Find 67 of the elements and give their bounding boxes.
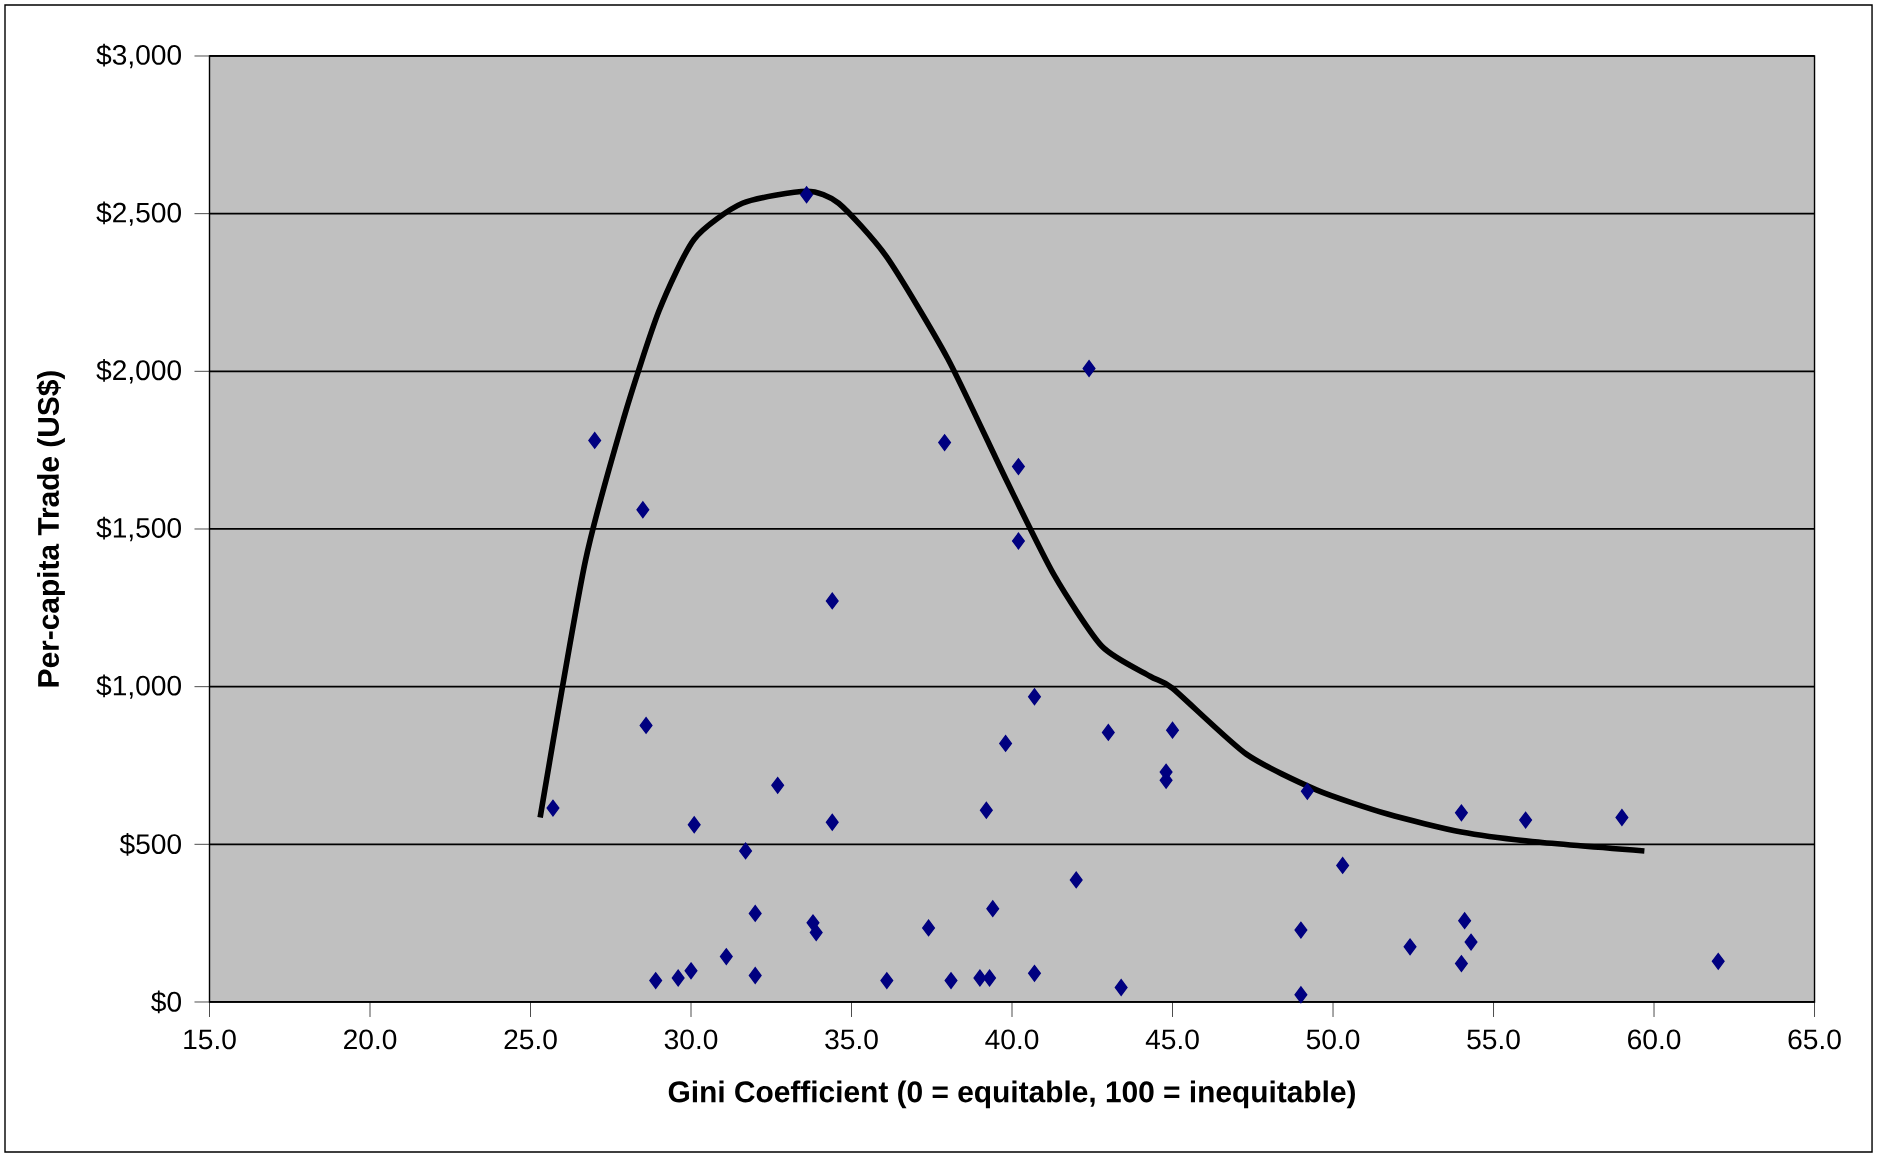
point — [719, 948, 733, 966]
y-axis-title: Per-capita Trade (US$) — [36, 371, 65, 687]
point — [880, 972, 894, 989]
y-tick-label: $1,500 — [96, 516, 181, 542]
point — [922, 919, 936, 937]
point — [671, 969, 685, 987]
x-tick-label: 35.0 — [825, 1029, 878, 1050]
y-tick-label: $0 — [151, 990, 181, 1014]
point — [1458, 912, 1472, 930]
point — [1615, 809, 1629, 826]
point — [1082, 360, 1096, 377]
point — [649, 972, 663, 989]
x-tick-label: 25.0 — [504, 1029, 557, 1050]
point — [1294, 986, 1308, 1004]
point — [1519, 811, 1533, 829]
y-tick-label: $2,500 — [96, 201, 181, 226]
point — [979, 801, 993, 819]
point — [1711, 952, 1725, 970]
y-tick-label: $2,000 — [96, 359, 181, 384]
point — [825, 813, 839, 831]
point — [748, 904, 762, 922]
x-tick-label: 30.0 — [664, 1029, 718, 1050]
point — [1114, 979, 1128, 996]
point — [800, 186, 814, 204]
point — [546, 799, 560, 817]
point — [1300, 782, 1314, 800]
x-tick-label: 65.0 — [1788, 1029, 1841, 1050]
point — [1027, 964, 1041, 982]
point — [809, 924, 823, 942]
point — [825, 592, 839, 610]
point — [983, 969, 997, 987]
point — [771, 776, 785, 794]
point — [1069, 871, 1083, 889]
point — [1294, 921, 1308, 939]
x-tick-label: 55.0 — [1467, 1029, 1520, 1050]
point — [748, 967, 762, 984]
point — [1166, 721, 1180, 739]
x-axis-title: Gini Coefficient (0 = equitable, 100 = inequitable) — [668, 1080, 1355, 1109]
x-tick-label: 50.0 — [1306, 1029, 1360, 1050]
x-tick-label: 20.0 — [344, 1029, 397, 1050]
point — [1454, 955, 1468, 972]
point — [588, 431, 602, 449]
point — [1454, 804, 1468, 822]
point — [986, 900, 1000, 918]
point — [636, 501, 650, 519]
point — [999, 734, 1013, 752]
point — [1011, 458, 1025, 475]
point — [1101, 723, 1115, 741]
point — [1403, 938, 1417, 956]
point — [1011, 532, 1025, 550]
point — [739, 842, 753, 860]
y-tick-label: $500 — [119, 832, 181, 856]
point — [944, 972, 958, 989]
x-tick-label: 15.0 — [184, 1029, 236, 1050]
point — [684, 962, 698, 980]
x-tick-label: 40.0 — [985, 1029, 1039, 1050]
x-tick-label: 60.0 — [1628, 1029, 1681, 1050]
point — [1336, 857, 1350, 874]
y-tick-label: $3,000 — [96, 43, 181, 69]
x-tick-label: 45.0 — [1145, 1029, 1199, 1050]
point — [938, 434, 952, 452]
point — [973, 969, 987, 987]
point — [687, 816, 701, 834]
y-tick-label: $1,000 — [96, 674, 181, 699]
point — [1464, 933, 1478, 951]
point — [1027, 688, 1041, 706]
point — [639, 717, 653, 734]
